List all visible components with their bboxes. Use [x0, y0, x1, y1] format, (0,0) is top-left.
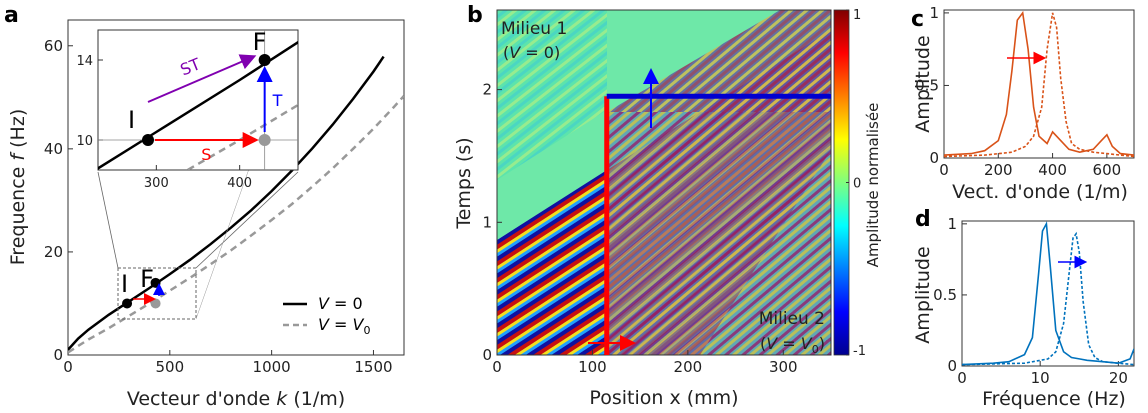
- point-marker: [150, 298, 161, 309]
- panel-letter-d: d: [915, 207, 931, 232]
- axes-c-ticks: 0 200 400 600 0 0.5 1: [915, 4, 1121, 179]
- colorbar-tick-label: 1: [853, 8, 861, 23]
- inset-point-marker: [258, 54, 271, 66]
- x-tick-label: 300: [769, 358, 798, 376]
- x-tick-label: 1000: [253, 358, 291, 376]
- label-milieu2-cond: (V = V0): [760, 334, 825, 356]
- x-tick-label: 400: [1038, 161, 1067, 179]
- colorbar-tick-label: -1: [853, 344, 866, 359]
- x-tick-label: 10: [1031, 369, 1050, 387]
- x-tick-label: 100: [578, 358, 607, 376]
- y-tick-label: 0.5: [933, 286, 957, 304]
- panel-b: b 0 100 200 300 0 1 2 Milieu 1 (V = 0) Milieu …: [453, 3, 882, 409]
- arrow-label-s: S: [201, 145, 211, 164]
- point-label-f: F: [140, 265, 154, 293]
- series-c-initial: [944, 10, 1134, 156]
- axis-label-y-a: Frequence f (Hz): [7, 109, 29, 265]
- point-label-i: I: [121, 270, 128, 298]
- zoom-box: [117, 267, 197, 320]
- series-line-v0: [68, 55, 385, 351]
- axes-c-frame: [943, 9, 1135, 159]
- y-tick-label: 1: [482, 213, 492, 231]
- colorbar-ticks: -1 0 1: [846, 8, 866, 359]
- axis-label-x-a: Vecteur d'onde k (1/m): [127, 388, 345, 410]
- x-tick-label: 0: [957, 369, 967, 387]
- legend-label-vv0: V = V0: [318, 315, 370, 337]
- inset-point-label: I: [128, 106, 135, 134]
- x-tick-label: 400: [227, 176, 252, 191]
- legend-a: V = 0 V = V0: [283, 294, 370, 337]
- series-c-final: [944, 12, 1134, 158]
- panel-d: d 0 10 20 0 0.5 1 Fréquence (Hz) Amplitude: [912, 207, 1135, 410]
- heatmap-region-milieu1-upper: [497, 10, 607, 180]
- point-marker: [122, 298, 133, 309]
- x-tick-label: 0: [939, 161, 949, 179]
- y-tick-label: 0: [482, 346, 492, 364]
- y-tick-label: 14: [76, 54, 93, 69]
- axes-a-ticks: 0 500 1000 1500 0 20 40 60: [44, 37, 393, 376]
- x-tick-label: 500: [155, 358, 184, 376]
- x-tick-label: 200: [984, 161, 1013, 179]
- axis-label-y-d: Amplitude: [912, 246, 934, 343]
- axis-label-x-b: Position x (mm): [589, 387, 738, 409]
- y-tick-label: 1: [929, 4, 939, 22]
- colorbar-tick-label: 0: [853, 177, 861, 192]
- y-tick-label: 10: [76, 134, 93, 149]
- inset-ticks: 300 400 10 14: [76, 54, 252, 191]
- axes-d-frame: [961, 220, 1135, 367]
- panel-c: c 0 200 400 600 0 0.5 1 Vect. d'onde (1/m) Amp…: [911, 4, 1135, 203]
- axes-a-frame: [67, 19, 405, 356]
- y-tick-label: 0.5: [915, 76, 939, 94]
- series-d-final: [962, 231, 1134, 366]
- colorbar-label: Amplitude normalisée: [864, 103, 882, 268]
- axis-label-y-c: Amplitude: [912, 35, 934, 132]
- label-milieu1-cond: (V = 0): [503, 43, 560, 62]
- y-tick-label: 60: [44, 37, 63, 55]
- heatmap-region-upper-wave: [607, 10, 831, 112]
- zoom-connector: [195, 171, 299, 269]
- y-tick-label: 0: [947, 357, 957, 375]
- y-tick-label: 0: [929, 149, 939, 167]
- inset-point-label: F: [253, 28, 267, 56]
- label-milieu1: Milieu 1: [501, 19, 567, 39]
- axes-b-frame: [496, 9, 832, 356]
- inset-point-marker: [258, 134, 271, 146]
- axis-label-y-b: Temps (s): [453, 137, 475, 229]
- x-tick-label: 0: [492, 358, 502, 376]
- legend-label-v0: V = 0: [318, 294, 363, 313]
- zoom-connector: [97, 171, 119, 269]
- x-tick-label: 200: [674, 358, 703, 376]
- y-tick-label: 2: [482, 81, 492, 99]
- axes-b-ticks: 0 100 200 300 0 1 2: [482, 81, 797, 376]
- panel-letter-a: a: [4, 3, 19, 28]
- y-tick-label: 0: [53, 346, 63, 364]
- y-tick-label: 1: [947, 215, 957, 233]
- label-milieu2: Milieu 2: [759, 309, 825, 329]
- inset-point-marker: [142, 134, 154, 146]
- x-tick-label: 0: [63, 358, 73, 376]
- x-tick-label: 300: [144, 176, 169, 191]
- panel-letter-b: b: [467, 3, 483, 28]
- series-d-initial: [962, 221, 1134, 366]
- axis-label-x-c: Vect. d'onde (1/m): [952, 181, 1128, 203]
- x-tick-label: 20: [1109, 369, 1128, 387]
- axes-d-ticks: 0 10 20 0 0.5 1: [933, 215, 1128, 387]
- arrow-label-t: T: [272, 91, 283, 110]
- panel-letter-c: c: [911, 7, 924, 32]
- inset-points: IF: [128, 28, 271, 146]
- x-tick-label: 600: [1093, 161, 1122, 179]
- y-tick-label: 20: [44, 243, 63, 261]
- x-tick-label: 1500: [354, 358, 392, 376]
- y-tick-label: 40: [44, 140, 63, 158]
- series-line-vv0: [68, 94, 404, 354]
- arrow-st: [147, 54, 257, 103]
- heatmap-region-milieu1-wave: [497, 170, 607, 355]
- axis-label-x-d: Fréquence (Hz): [982, 388, 1126, 410]
